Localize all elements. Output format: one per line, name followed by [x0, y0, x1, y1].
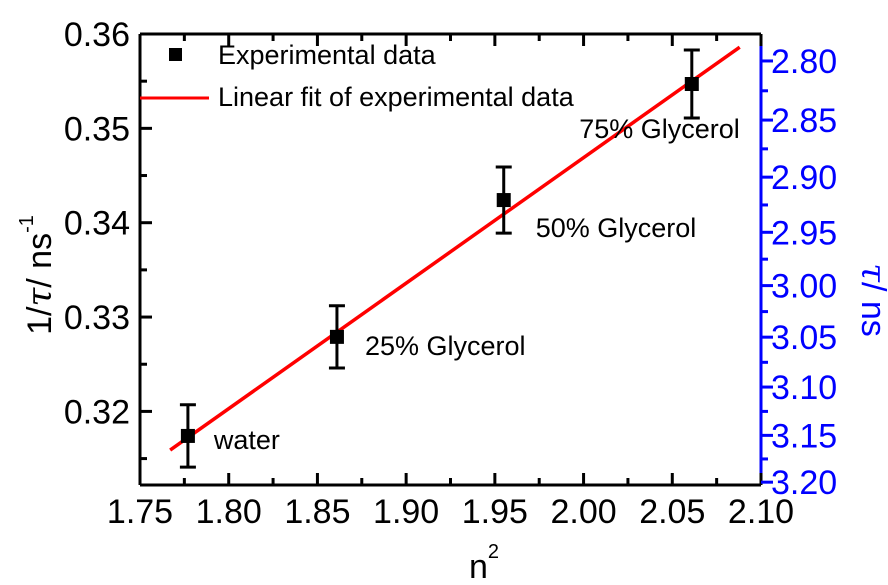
x-tick-label: 1.75 — [107, 493, 173, 531]
legend-marker-square — [169, 48, 182, 61]
legend-label-linear-fit: Linear fit of experimental data — [218, 82, 575, 112]
y2-tick-label: 2.85 — [771, 102, 837, 140]
x-tick-label: 1.80 — [196, 493, 262, 531]
point-annotation: 25% Glycerol — [365, 331, 526, 361]
x-tick-label: 2.10 — [728, 493, 794, 531]
y-tick-label: 0.34 — [64, 205, 130, 243]
fit-line — [169, 45, 741, 452]
point-annotation: water — [213, 425, 280, 455]
y-axis-ticks: 0.32 0.33 0.34 0.35 0.36 — [64, 16, 152, 461]
y-axis-title: 1/τ/ ns-1 — [16, 215, 60, 335]
y2-tick-label: 3.10 — [771, 369, 837, 407]
x-tick-label: 1.90 — [373, 493, 439, 531]
x-tick-label: 1.95 — [462, 493, 528, 531]
y2-tick-label: 3.15 — [771, 417, 837, 455]
y-tick-label: 0.36 — [64, 16, 130, 54]
y-tick-label: 0.32 — [64, 393, 130, 431]
y2-axis-ticks: 2.80 2.85 2.90 2.95 3.00 3.05 3.10 3.15 3.20 — [761, 43, 837, 502]
y-tick-label: 0.33 — [64, 299, 130, 337]
point-annotation: 75% Glycerol — [579, 114, 740, 144]
data-point — [496, 193, 511, 208]
y2-tick-label: 3.00 — [771, 268, 837, 306]
y-tick-label: 0.35 — [64, 110, 130, 148]
y2-axis-title: τ/ ns — [853, 263, 888, 337]
y2-tick-label: 2.90 — [771, 159, 837, 197]
point-annotation: 50% Glycerol — [536, 213, 697, 243]
data-point — [329, 329, 344, 344]
x-tick-label: 2.05 — [639, 493, 705, 531]
y2-tick-label: 3.20 — [771, 464, 837, 502]
legend: Experimental data Linear fit of experime… — [140, 40, 575, 112]
point-annotations: water 25% Glycerol 50% Glycerol 75% Glycero… — [213, 114, 740, 455]
x-tick-label: 2.00 — [550, 493, 616, 531]
y2-tick-label: 2.80 — [771, 43, 837, 81]
x-axis-title: n2 — [469, 541, 499, 585]
data-point — [180, 428, 195, 443]
x-tick-label: 1.85 — [284, 493, 350, 531]
y2-tick-label: 3.05 — [771, 319, 837, 357]
data-point — [684, 77, 699, 92]
y2-tick-label: 2.95 — [771, 214, 837, 252]
x-axis-ticks: 1.75 1.80 1.85 1.90 1.95 2.00 2.05 2.10 — [107, 34, 794, 531]
plot-area — [138, 32, 763, 487]
legend-label-experimental: Experimental data — [218, 40, 437, 70]
